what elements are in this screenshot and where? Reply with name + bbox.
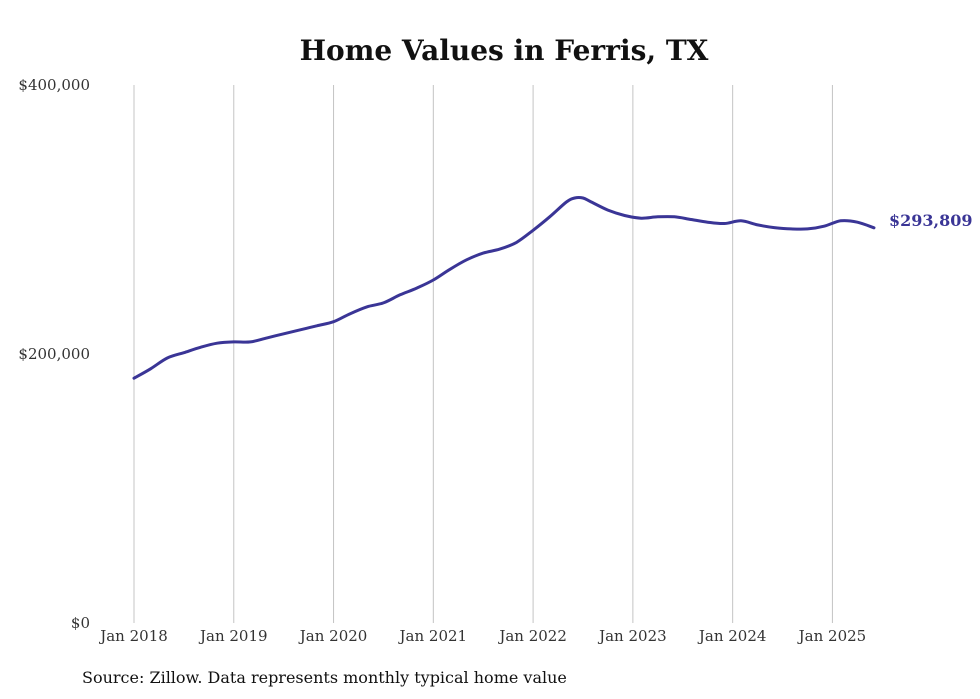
x-tick-label: Jan 2023: [597, 627, 667, 645]
y-tick-label: $200,000: [18, 345, 90, 363]
end-value-label: $293,809: [889, 211, 973, 230]
x-tick-label: Jan 2020: [298, 627, 368, 645]
x-tick-label: Jan 2019: [198, 627, 268, 645]
y-tick-label: $0: [71, 614, 90, 632]
y-tick-label: $400,000: [18, 76, 90, 94]
y-axis-tick-labels: $0 $200,000 $400,000: [18, 76, 90, 632]
series-line-home-value: [132, 195, 876, 380]
x-tick-label: Jan 2018: [98, 627, 168, 645]
x-tick-label: Jan 2024: [697, 627, 767, 645]
gridlines: [133, 85, 833, 623]
source-note: Source: Zillow. Data represents monthly …: [82, 668, 567, 687]
x-tick-label: Jan 2021: [398, 627, 468, 645]
x-tick-label: Jan 2025: [797, 627, 867, 645]
x-tick-label: Jan 2022: [497, 627, 567, 645]
chart-title: Home Values in Ferris, TX: [300, 34, 709, 67]
x-axis-tick-labels: Jan 2018 Jan 2019 Jan 2020 Jan 2021 Jan 2022…: [98, 627, 866, 645]
